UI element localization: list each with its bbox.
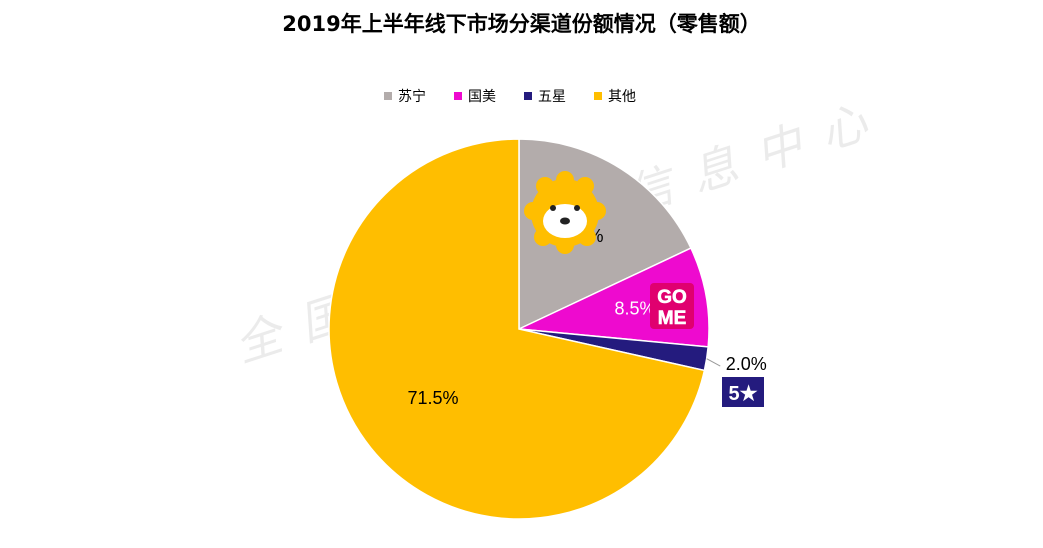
legend-item-fivestar: 五星	[524, 86, 566, 106]
legend-swatch-gome	[454, 92, 462, 100]
legend-swatch-other	[594, 92, 602, 100]
gome-logo-icon: GO ME	[650, 283, 694, 329]
legend-label-fivestar: 五星	[538, 89, 566, 105]
data-label-other: 71.5%	[407, 388, 458, 408]
legend-item-gome: 国美	[454, 86, 496, 106]
legend-label-other: 其他	[608, 89, 636, 105]
legend-swatch-fivestar	[524, 92, 532, 100]
data-label-gome: 8.5%	[615, 299, 656, 319]
pie-slices	[328, 138, 710, 520]
legend-swatch-suning	[384, 92, 392, 100]
fivestar-logo-icon: 5★	[722, 377, 764, 407]
gome-logo-text-bottom: ME	[658, 308, 687, 329]
leader-line-fivestar	[706, 358, 721, 367]
chart-legend: 苏宁 国美 五星 其他	[384, 86, 636, 106]
legend-label-gome: 国美	[468, 89, 496, 105]
chart-title: 2019年上半年线下市场分渠道份额情况（零售额）	[282, 12, 761, 36]
suning-logo-icon	[524, 171, 606, 254]
slice-other	[328, 138, 706, 520]
legend-item-suning: 苏宁	[384, 86, 426, 106]
legend-item-other: 其他	[594, 86, 636, 106]
legend-label-suning: 苏宁	[398, 89, 426, 105]
data-label-fivestar: 2.0%	[726, 354, 767, 374]
fivestar-logo-text: 5★	[728, 383, 757, 405]
gome-logo-text-top: GO	[657, 287, 687, 308]
